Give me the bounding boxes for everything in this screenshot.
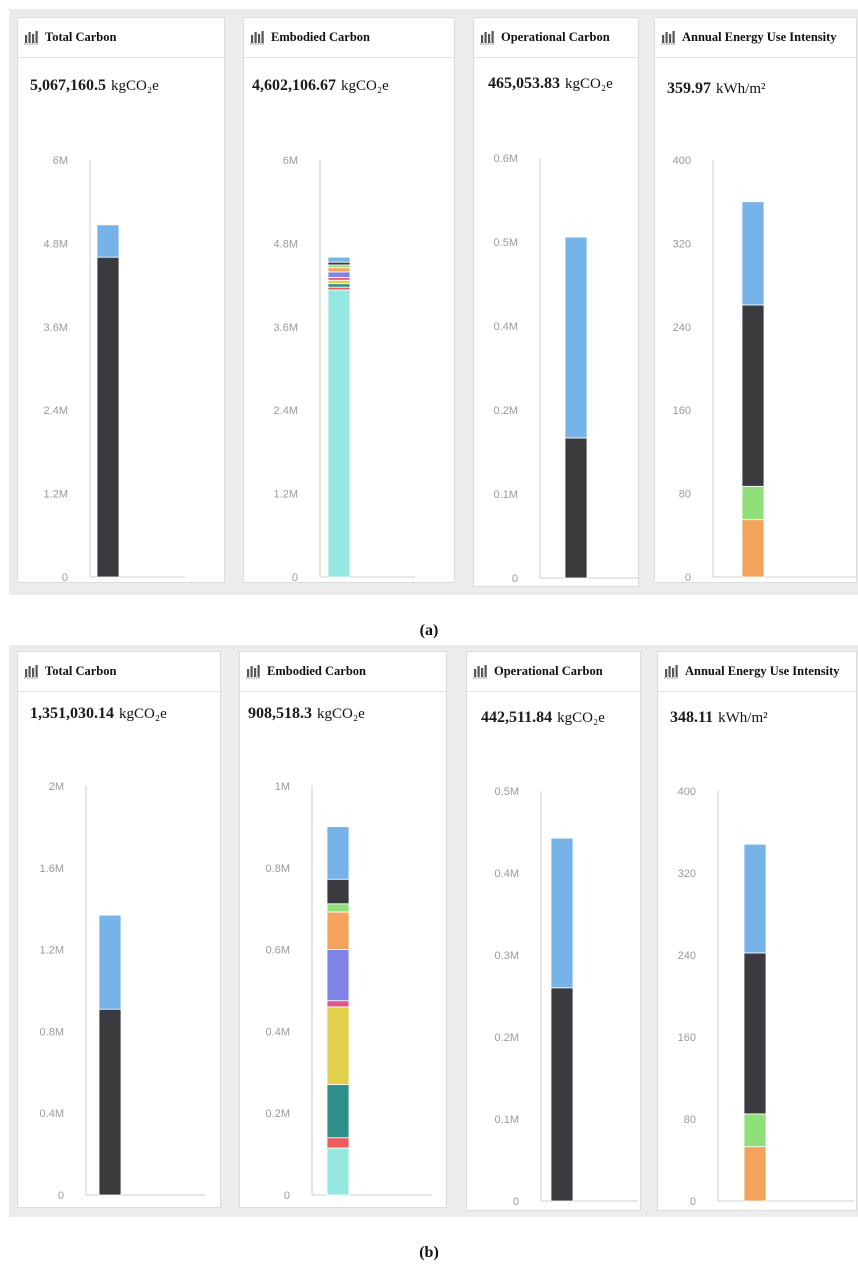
card-header: Embodied Carbon	[244, 18, 454, 58]
card-b-operational-carbon: Operational Carbon 442,511.84 kgCO₂e	[466, 651, 641, 1211]
metric-value-line: 348.11 kWh/m²	[658, 709, 856, 727]
card-title: Total Carbon	[45, 664, 117, 678]
metric-unit: kgCO₂e	[341, 78, 389, 94]
card-b-annual-energy-use-intensity: Annual Energy Use Intensity 348.11 kWh/m²	[657, 651, 857, 1211]
bar-chart-icon	[24, 664, 41, 679]
card-title: Operational Carbon	[494, 664, 603, 678]
metric-unit: kgCO₂e	[111, 78, 159, 94]
metric-value-line: 908,518.3 kgCO₂e	[240, 705, 446, 723]
bar-chart-icon	[480, 30, 497, 45]
metric-value: 1,351,030.14	[30, 705, 114, 722]
metric-value: 4,602,106.67	[252, 77, 336, 94]
metric-value: 5,067,160.5	[30, 77, 106, 94]
card-a-embodied-carbon: Embodied Carbon 4,602,106.67 kgCO₂e	[243, 17, 455, 583]
metric-unit: kWh/m²	[716, 81, 766, 97]
bar-chart-icon	[246, 664, 263, 679]
card-a-total-carbon: Total Carbon 5,067,160.5 kgCO₂e	[17, 17, 225, 583]
metric-value-line: 465,053.83 kgCO₂e	[474, 75, 638, 93]
caption-a: (a)	[419, 622, 439, 639]
metric-unit: kgCO₂e	[557, 710, 605, 726]
card-header: Annual Energy Use Intensity	[658, 652, 856, 692]
metric-value: 348.11	[670, 709, 714, 726]
card-header: Embodied Carbon	[240, 652, 446, 692]
bar-chart-icon	[24, 30, 41, 45]
card-a-operational-carbon: Operational Carbon 465,053.83 kgCO₂e	[473, 17, 639, 587]
metric-value: 465,053.83	[488, 75, 560, 92]
card-header: Total Carbon	[18, 18, 224, 58]
metric-value-line: 4,602,106.67 kgCO₂e	[244, 77, 454, 95]
card-title: Total Carbon	[45, 30, 117, 44]
metric-value: 442,511.84	[481, 709, 553, 726]
card-title: Annual Energy Use Intensity	[682, 30, 837, 44]
bar-chart-icon	[473, 664, 490, 679]
card-header: Annual Energy Use Intensity	[655, 18, 856, 58]
metric-value-line: 359.97 kWh/m²	[655, 80, 856, 98]
card-b-total-carbon: Total Carbon 1,351,030.14 kgCO₂e	[17, 651, 221, 1208]
metric-value-line: 442,511.84 kgCO₂e	[467, 709, 640, 727]
metric-unit: kWh/m²	[718, 710, 768, 726]
metric-unit: kgCO₂e	[565, 76, 613, 92]
card-header: Operational Carbon	[474, 18, 638, 58]
bar-chart-icon	[664, 664, 681, 679]
bar-chart-icon	[250, 30, 267, 45]
card-a-annual-energy-use-intensity: Annual Energy Use Intensity 359.97 kWh/m²	[654, 17, 857, 583]
card-title: Embodied Carbon	[271, 30, 370, 44]
metric-value: 908,518.3	[248, 705, 312, 722]
metric-value: 359.97	[667, 80, 711, 97]
metric-value-line: 5,067,160.5 kgCO₂e	[18, 77, 224, 95]
card-b-embodied-carbon: Embodied Carbon 908,518.3 kgCO₂e	[239, 651, 447, 1208]
card-header: Total Carbon	[18, 652, 220, 692]
card-title: Operational Carbon	[501, 30, 610, 44]
card-title: Annual Energy Use Intensity	[685, 664, 840, 678]
metric-unit: kgCO₂e	[119, 706, 167, 722]
card-title: Embodied Carbon	[267, 664, 366, 678]
caption-b: (b)	[419, 1244, 439, 1261]
card-header: Operational Carbon	[467, 652, 640, 692]
bar-chart-icon	[661, 30, 678, 45]
metric-value-line: 1,351,030.14 kgCO₂e	[18, 705, 220, 723]
metric-unit: kgCO₂e	[317, 706, 365, 722]
